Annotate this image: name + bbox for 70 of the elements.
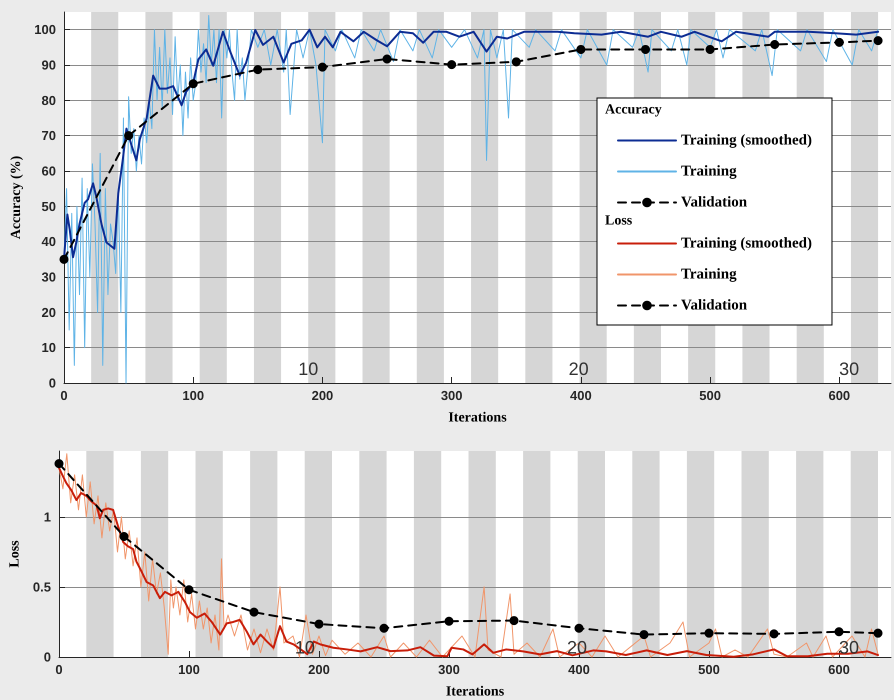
x-tick-label: 300 (440, 388, 463, 403)
x-tick-label: 600 (828, 662, 850, 677)
x-tick-label: 300 (438, 662, 460, 677)
y-tick-label: 100 (34, 22, 56, 38)
y-tick-label: 50 (42, 198, 56, 214)
legend-label: Validation (681, 298, 748, 314)
x-axis-title: Iterations (446, 684, 505, 700)
point (770, 40, 780, 50)
point (60, 254, 68, 264)
point (640, 630, 648, 640)
legend-label: Training (smoothed) (681, 236, 812, 252)
point (253, 65, 262, 74)
y-axis-title: Loss (8, 540, 23, 568)
point (120, 532, 128, 541)
point (834, 627, 844, 636)
x-tick-label: 500 (699, 388, 721, 403)
y-tick-label: 30 (42, 270, 56, 284)
point (704, 628, 714, 638)
annotation: 10 (298, 359, 318, 380)
point (188, 79, 198, 88)
y-tick-label: 10 (42, 340, 56, 356)
x-tick-label: 600 (828, 388, 850, 403)
x-tick-label: 100 (178, 662, 200, 677)
point (250, 608, 258, 617)
point (318, 62, 327, 72)
annotation: 30 (839, 359, 860, 380)
point (380, 624, 388, 633)
point (576, 44, 586, 54)
y-tick-label: 80 (42, 92, 56, 108)
point (874, 628, 882, 638)
y-axis-title: Accuracy (%) (8, 155, 24, 240)
x-tick-label: 500 (698, 662, 720, 677)
x-tick-label: 400 (570, 388, 592, 403)
point (54, 459, 64, 468)
point (770, 629, 778, 638)
y-tick-label: 0 (44, 650, 51, 664)
x-tick-label: 200 (312, 388, 334, 403)
legend-label: Training (681, 266, 738, 282)
y-tick-label: 40 (42, 234, 56, 250)
point (834, 38, 844, 47)
y-tick-label: 0 (48, 376, 56, 390)
y-tick-label: 0.5 (32, 579, 51, 594)
point (512, 57, 521, 66)
x-tick-label: 200 (308, 662, 330, 677)
point (447, 60, 456, 70)
y-tick-label: 70 (42, 128, 56, 144)
legend-title: Loss (605, 214, 633, 228)
x-tick-label: 400 (568, 662, 590, 677)
point (706, 44, 715, 54)
point (874, 36, 883, 46)
point (184, 585, 194, 594)
y-tick-label: 20 (42, 304, 56, 320)
point (444, 616, 454, 626)
point (640, 44, 650, 54)
y-tick-label: 90 (42, 58, 56, 72)
y-tick-label: 60 (42, 164, 56, 178)
point (124, 131, 134, 140)
y-tick-label: 1 (44, 509, 51, 524)
legend-label: Training (smoothed) (681, 132, 812, 148)
legend-label: Training (681, 164, 738, 180)
legend-label: Validation (681, 194, 748, 210)
legend-title: Accuracy (605, 102, 662, 118)
annotation: 20 (568, 359, 589, 380)
x-axis-title: Iterations (448, 410, 508, 426)
point (574, 624, 584, 633)
x-tick-label: 0 (60, 388, 68, 403)
point (510, 616, 518, 626)
point (314, 620, 324, 629)
x-tick-label: 100 (182, 388, 204, 403)
point (382, 54, 392, 64)
